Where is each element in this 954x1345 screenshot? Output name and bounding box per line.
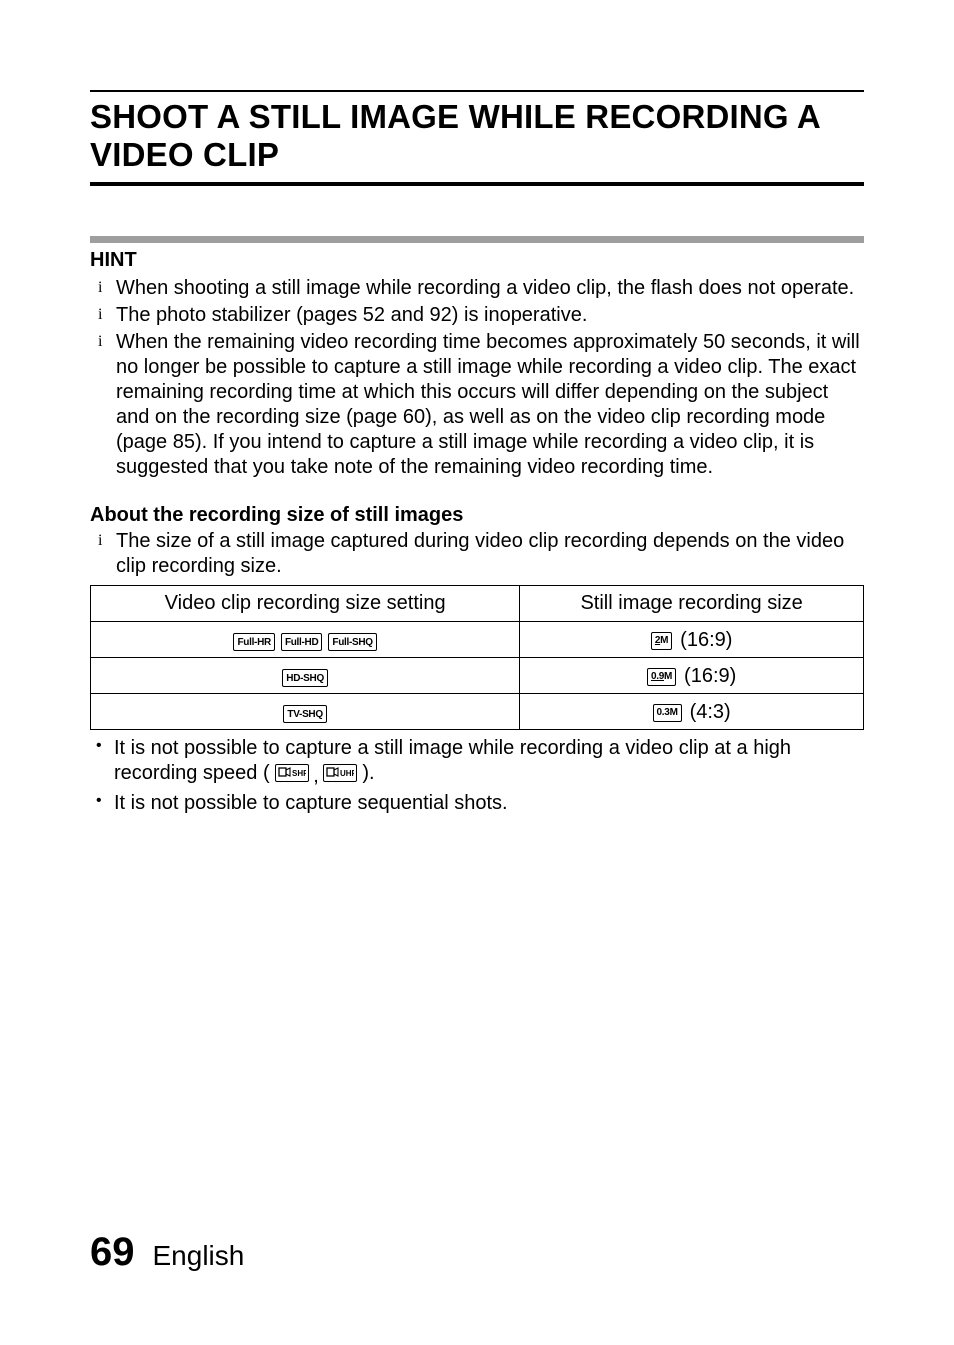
page-language: English (153, 1240, 245, 1272)
video-mode-icon: Full-HD (281, 633, 322, 651)
col-still-size: Still image recording size (520, 585, 864, 621)
note-item: It is not possible to capture sequential… (94, 791, 864, 816)
note-text: It is not possible to capture a still im… (114, 737, 791, 784)
aspect-label: (16:9) (680, 629, 732, 652)
hint-list: When shooting a still image while record… (90, 276, 864, 480)
hint-heading: HINT (90, 249, 864, 272)
svg-text:UHR: UHR (340, 769, 354, 778)
note-item: It is not possible to capture a still im… (94, 736, 864, 789)
page-title: SHOOT A STILL IMAGE WHILE RECORDING A VI… (90, 98, 864, 174)
subhead-list: The size of a still image captured durin… (90, 529, 864, 579)
video-mode-icon: HD-SHQ (282, 669, 328, 687)
cell-still-size: 0.9M (16:9) (520, 657, 864, 693)
page-number: 69 (90, 1230, 135, 1275)
subhead-bullet: The size of a still image captured durin… (102, 529, 864, 579)
still-size-icon: 0.9M (647, 668, 676, 686)
table-row: TV-SHQ 0.3M (4:3) (91, 693, 864, 729)
separator: , (313, 764, 319, 789)
high-speed-mode-icon: SHR (275, 764, 309, 782)
cell-video-icons: HD-SHQ (91, 657, 520, 693)
page-footer: 69 English (90, 1230, 244, 1275)
hint-item: When the remaining video recording time … (102, 330, 864, 480)
note-text: ). (362, 762, 374, 784)
notes-list: It is not possible to capture a still im… (90, 736, 864, 816)
still-size-icon: 0.3M (653, 704, 682, 722)
table-row: HD-SHQ 0.9M (16:9) (91, 657, 864, 693)
size-table: Video clip recording size setting Still … (90, 585, 864, 730)
hint-bar (90, 236, 864, 243)
high-speed-mode-icon: UHR (323, 764, 357, 782)
still-size-icon: 2M (651, 632, 672, 650)
cell-still-size: 0.3M (4:3) (520, 693, 864, 729)
page: SHOOT A STILL IMAGE WHILE RECORDING A VI… (0, 0, 954, 1345)
title-rule-top (90, 90, 864, 92)
title-rule-bottom (90, 182, 864, 186)
aspect-label: (16:9) (684, 665, 736, 688)
col-video-setting: Video clip recording size setting (91, 585, 520, 621)
subheading: About the recording size of still images (90, 504, 864, 527)
svg-text:SHR: SHR (292, 769, 306, 778)
cell-still-size: 2M (16:9) (520, 621, 864, 657)
video-mode-icon: Full-HR (233, 633, 274, 651)
aspect-label: (4:3) (690, 701, 731, 724)
video-mode-icon: TV-SHQ (283, 705, 326, 723)
table-row: Full-HR Full-HD Full-SHQ 2M (16:9) (91, 621, 864, 657)
video-mode-icon: Full-SHQ (328, 633, 376, 651)
hint-item: When shooting a still image while record… (102, 276, 864, 301)
cell-video-icons: Full-HR Full-HD Full-SHQ (91, 621, 520, 657)
hint-item: The photo stabilizer (pages 52 and 92) i… (102, 303, 864, 328)
cell-video-icons: TV-SHQ (91, 693, 520, 729)
table-header-row: Video clip recording size setting Still … (91, 585, 864, 621)
